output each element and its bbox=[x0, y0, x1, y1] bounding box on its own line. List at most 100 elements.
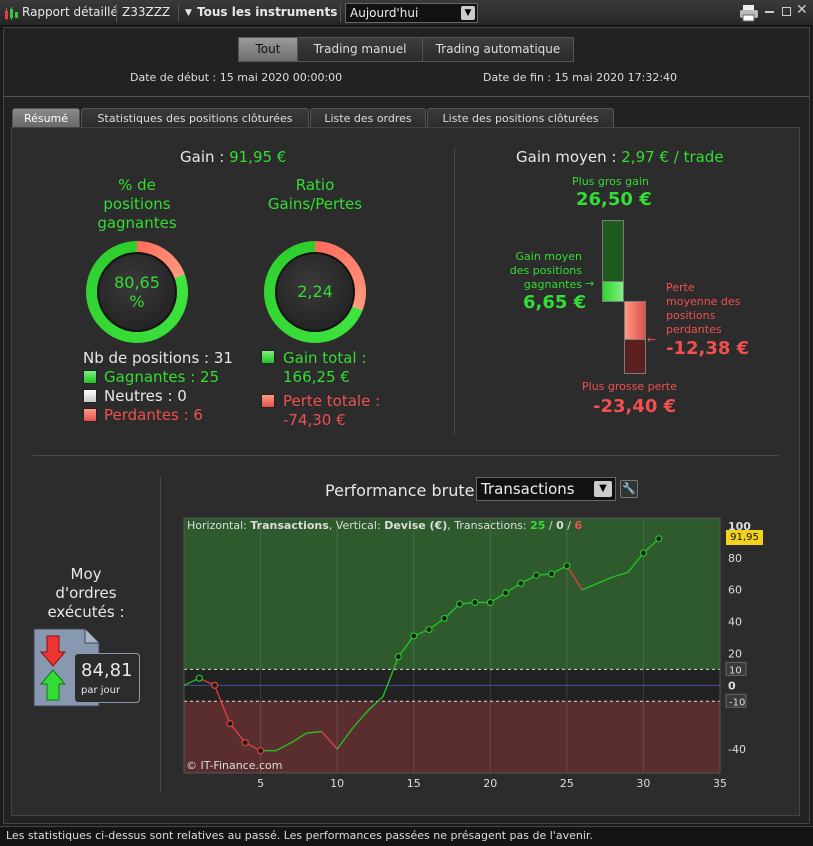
gain-total-label: Gain total : bbox=[283, 349, 367, 367]
positions-winning: Gagnantes : 25 bbox=[104, 368, 220, 386]
threshold-label: -10 bbox=[729, 697, 745, 708]
y-tick-label: 40 bbox=[728, 616, 742, 629]
avg-gain-summary: Gain moyen : 2,97 € / trade bbox=[516, 148, 724, 166]
series-segment bbox=[397, 635, 415, 658]
orders-title-line: d'ordres bbox=[55, 584, 117, 602]
title-bar: Rapport détaillé Z33ZZZ ▼ Tous les instr… bbox=[0, 0, 813, 26]
period-dropdown[interactable]: Aujourd'hui ▼ bbox=[345, 3, 478, 23]
x-tick-label: 20 bbox=[483, 777, 497, 790]
chevron-down-icon[interactable]: ▼ bbox=[594, 481, 612, 497]
series-segment bbox=[612, 571, 629, 578]
series-segment bbox=[290, 732, 307, 744]
chart-info-text: , Transactions: bbox=[447, 519, 527, 532]
arrow-left-icon: ← bbox=[647, 333, 657, 346]
performance-axis-value: Transactions bbox=[481, 480, 575, 498]
x-tick-label: 5 bbox=[257, 777, 264, 790]
max-loss-label: Plus grosse perte bbox=[582, 380, 677, 393]
data-point bbox=[639, 549, 648, 557]
threshold-label-box bbox=[725, 661, 747, 676]
avg-loss-bar bbox=[624, 301, 646, 340]
performance-title: Performance brute bbox=[325, 481, 475, 500]
tab-summary[interactable]: Résumé bbox=[12, 108, 80, 128]
last-value-badge: 91,95 bbox=[726, 530, 763, 545]
data-point bbox=[563, 562, 571, 570]
orders-title-line: exécutés : bbox=[47, 603, 125, 621]
loss-total-value: -74,30 € bbox=[283, 411, 346, 429]
minimize-icon[interactable] bbox=[765, 11, 774, 13]
series-segment bbox=[336, 727, 353, 750]
filter-manual-button[interactable]: Trading manuel bbox=[297, 37, 423, 62]
print-icon[interactable] bbox=[739, 4, 759, 22]
threshold-label: 10 bbox=[729, 665, 742, 676]
account-selector[interactable]: Z33ZZZ bbox=[122, 5, 171, 19]
avg-win-caption-line: Gain moyen bbox=[515, 250, 582, 263]
divider bbox=[454, 148, 455, 435]
end-date: Date de fin : 15 mai 2020 17:32:40 bbox=[483, 71, 678, 84]
chart-info-text: / bbox=[545, 519, 557, 532]
avg-loss-caption-line: Perte bbox=[666, 281, 695, 294]
filter-all-button[interactable]: Tout bbox=[238, 37, 298, 62]
positions-neutral: Neutres : 0 bbox=[104, 387, 187, 405]
orders-title: Moy d'ordres exécutés : bbox=[36, 565, 136, 622]
series-segment bbox=[321, 731, 338, 750]
start-date: Date de début : 15 mai 2020 00:00:00 bbox=[130, 71, 343, 84]
avg-win-caption-line: gagnantes bbox=[523, 278, 582, 291]
close-icon[interactable]: ✕ bbox=[796, 2, 808, 18]
chart-info-text: Transactions bbox=[250, 519, 329, 532]
chart-info-text: , Vertical: bbox=[328, 519, 381, 532]
gain-summary: Gain : 91,95 € bbox=[180, 148, 286, 166]
period-value: Aujourd'hui bbox=[350, 6, 419, 20]
disclaimer-text: Les statistiques ci-dessus sont relative… bbox=[6, 829, 593, 842]
x-tick-label: 15 bbox=[407, 777, 421, 790]
tab-closed-stats[interactable]: Statistiques des positions clôturées bbox=[81, 108, 309, 128]
wrench-icon[interactable]: 🔧 bbox=[620, 480, 638, 498]
divider bbox=[33, 455, 779, 456]
avg-win-caption: Gain moyen des positions gagnantes bbox=[496, 250, 582, 292]
tab-orders-list[interactable]: Liste des ordres bbox=[310, 108, 426, 128]
data-point bbox=[211, 681, 219, 689]
ratio-title-line: Gains/Pertes bbox=[267, 195, 363, 213]
loss-total-label: Perte totale : bbox=[283, 392, 381, 410]
positions-losing: Perdantes : 6 bbox=[104, 406, 203, 424]
tab-closed-positions[interactable]: Liste des positions clôturées bbox=[427, 108, 614, 128]
data-point bbox=[655, 535, 663, 543]
data-point bbox=[456, 600, 464, 608]
x-tick-label: 35 bbox=[713, 777, 727, 790]
winning-legend-swatch bbox=[83, 370, 97, 384]
plot-border bbox=[183, 517, 721, 774]
chevron-down-icon[interactable]: ▼ bbox=[461, 6, 475, 20]
avg-loss-caption-line: perdantes bbox=[666, 323, 722, 336]
ratio-title-line: Ratio bbox=[295, 176, 335, 194]
avg-loss-caption-line: moyenne des bbox=[666, 295, 741, 308]
maximize-icon[interactable] bbox=[782, 7, 791, 16]
series-segment bbox=[566, 565, 583, 591]
y-tick-label: 100 bbox=[728, 520, 751, 533]
data-point bbox=[547, 570, 556, 578]
ratio-ring bbox=[264, 241, 366, 343]
filter-automatic-button[interactable]: Trading automatique bbox=[422, 37, 574, 62]
chart-info: Horizontal: Transactions, Vertical: Devi… bbox=[187, 519, 582, 532]
data-point bbox=[486, 598, 494, 607]
winning-pct-ring bbox=[86, 241, 188, 343]
series-segment bbox=[214, 685, 231, 724]
performance-axis-dropdown[interactable]: Transactions ▼ bbox=[476, 477, 616, 501]
winning-pct-number: 80,65 bbox=[114, 273, 160, 292]
data-point bbox=[425, 625, 433, 634]
y-tick-label: 20 bbox=[728, 647, 742, 660]
max-gain-label: Plus gros gain bbox=[572, 175, 649, 188]
losing-legend-swatch bbox=[83, 408, 97, 422]
y-tick-label: 80 bbox=[728, 552, 742, 565]
chart-info-text: Horizontal: bbox=[187, 519, 247, 532]
gain-total-value: 166,25 € bbox=[283, 368, 350, 386]
avg-win-caption-line: des positions bbox=[509, 264, 582, 277]
max-gain-value: 26,50 € bbox=[576, 189, 652, 210]
series-segment bbox=[229, 723, 246, 744]
watermark: © IT-Finance.com bbox=[186, 759, 283, 772]
report-title: Rapport détaillé bbox=[22, 5, 118, 19]
data-point bbox=[410, 632, 418, 640]
caret-down-icon[interactable]: ▼ bbox=[185, 8, 192, 18]
series-segment bbox=[581, 582, 598, 591]
series-segment bbox=[367, 696, 384, 712]
instruments-dropdown[interactable]: Tous les instruments bbox=[197, 5, 338, 19]
